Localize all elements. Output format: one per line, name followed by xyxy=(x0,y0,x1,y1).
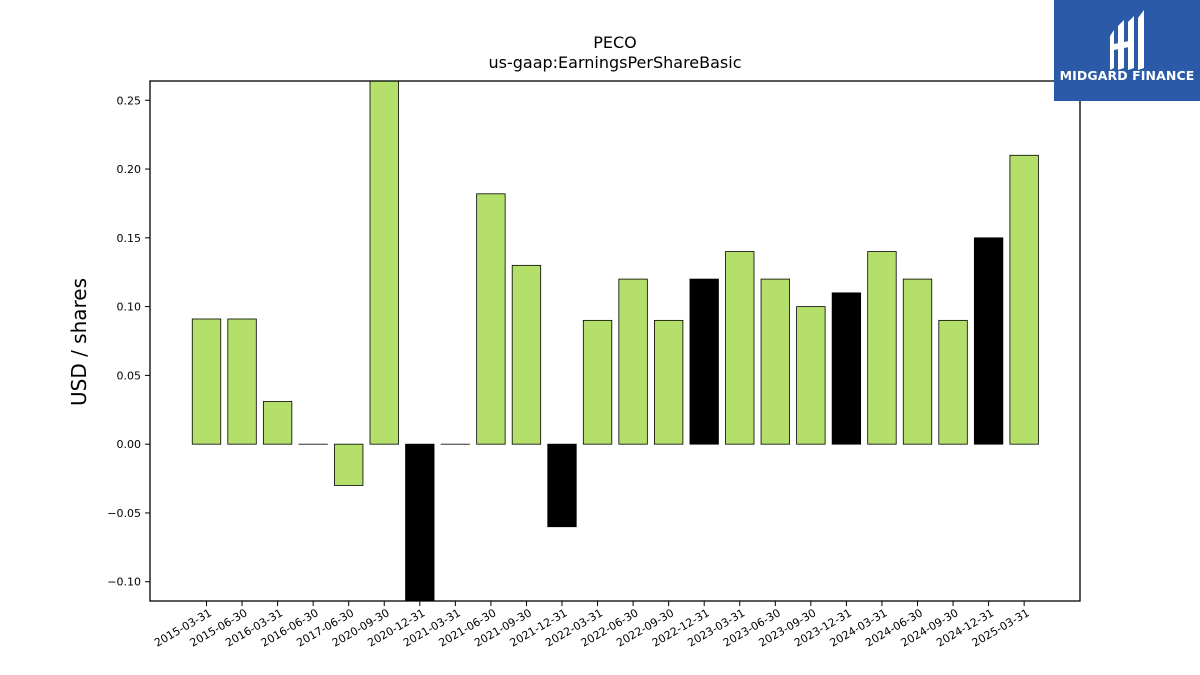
bar-2022-12-31 xyxy=(689,278,719,445)
chart-title: PECO xyxy=(593,33,637,52)
y-tick-label: 0.05 xyxy=(117,369,142,382)
y-axis-label: USD / shares xyxy=(67,278,91,406)
plot-frame xyxy=(149,80,1081,602)
bar-2024-12-31 xyxy=(973,237,1004,445)
bar-2020-09-30 xyxy=(369,81,399,445)
y-tick-label: 0.20 xyxy=(117,163,142,176)
bar-2024-03-31 xyxy=(867,251,897,445)
bar-2020-12-31 xyxy=(405,443,435,601)
bar-2024-06-30 xyxy=(902,278,933,445)
bar-2016-03-31 xyxy=(262,401,293,445)
bar-2022-09-30 xyxy=(654,319,684,445)
bar-2023-03-31 xyxy=(725,251,755,445)
brand-logo: MIDGARD FINANCE xyxy=(1054,0,1200,101)
bar-2022-06-30 xyxy=(618,278,648,445)
bar-2024-09-30 xyxy=(938,319,968,445)
bar-2015-03-31 xyxy=(191,318,222,445)
bar-2023-06-30 xyxy=(760,278,790,445)
bar-2025-03-31 xyxy=(1009,154,1039,445)
y-tick-label: −0.05 xyxy=(107,507,141,520)
x-axis: 2015-03-312015-06-302016-03-312016-06-30… xyxy=(152,601,1032,650)
bar-2015-06-30 xyxy=(227,318,257,445)
y-tick-label: 0.25 xyxy=(117,94,142,107)
bar-2021-12-31 xyxy=(547,443,577,528)
y-tick-label: 0.10 xyxy=(117,301,142,314)
bar-2023-09-30 xyxy=(796,306,826,445)
bar-2021-09-30 xyxy=(511,264,542,445)
chart-subtitle: us-gaap:EarningsPerShareBasic xyxy=(488,53,741,72)
y-tick-label: −0.10 xyxy=(107,576,141,589)
y-tick-label: 0.15 xyxy=(117,232,142,245)
y-tick-label: 0.00 xyxy=(117,438,142,451)
y-axis: −0.10 −0.05 0.00 0.05 0.10 0.15 0.20 0.25 xyxy=(107,94,150,589)
logo-brand-text: MIDGARD FINANCE xyxy=(1059,68,1195,83)
logo-mark-icon xyxy=(1110,10,1144,70)
bars-group xyxy=(191,81,1039,601)
bar-2017-06-30 xyxy=(334,443,364,486)
bar-2022-03-31 xyxy=(582,319,613,445)
bar-2021-06-30 xyxy=(476,193,506,445)
bar-2023-12-31 xyxy=(831,292,862,445)
